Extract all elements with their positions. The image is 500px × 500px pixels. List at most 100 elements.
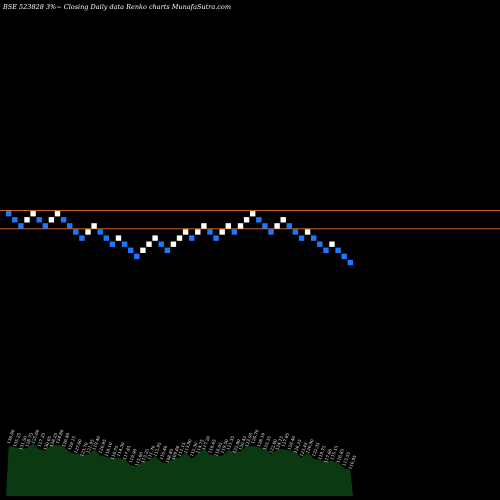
renko-brick [109, 241, 116, 247]
renko-brick [182, 229, 189, 235]
renko-brick [67, 223, 73, 229]
price-label: 114.75 [195, 438, 205, 454]
renko-brick [103, 235, 109, 241]
renko-brick [6, 211, 12, 217]
renko-brick [91, 223, 97, 229]
price-label: 126.25 [293, 438, 303, 454]
price-label: 109.60 [171, 445, 181, 461]
price-label: 129.15 [67, 435, 77, 451]
renko-brick [176, 235, 183, 241]
renko-brick [213, 235, 219, 241]
renko-brick [250, 211, 256, 217]
price-label: 114.30 [116, 441, 126, 457]
price-label: 128.10 [256, 432, 266, 448]
price-label: 112.30 [189, 441, 199, 457]
price-label: 117.60 [323, 448, 333, 464]
renko-brick [304, 229, 311, 235]
renko-brick [262, 223, 268, 229]
renko-brick [158, 241, 164, 247]
price-label: 117.20 [201, 435, 211, 451]
renko-brick [170, 241, 177, 247]
price-label: 129.40 [287, 435, 297, 451]
price-label: 130.05 [43, 435, 53, 451]
renko-brick [317, 241, 323, 247]
price-label: 115.15 [329, 445, 339, 461]
price-label: 122.35 [311, 441, 321, 457]
renko-brick [256, 217, 262, 223]
renko-brick [54, 211, 61, 217]
renko-brick [207, 229, 213, 235]
renko-brick [274, 223, 280, 229]
price-label: 118.10 [104, 441, 114, 457]
price-label: 113.55 [341, 451, 351, 467]
price-label: 119.75 [317, 445, 327, 461]
renko-brick [30, 211, 36, 217]
renko-brick [280, 217, 286, 223]
renko-brick [36, 217, 42, 223]
price-label: 135.25 [12, 432, 22, 448]
price-label: 120.90 [305, 438, 315, 454]
price-label: 119.90 [128, 448, 138, 464]
renko-brick [292, 229, 299, 235]
renko-brick [231, 229, 238, 235]
price-label: 112.95 [152, 441, 162, 457]
price-label: 121.95 [85, 438, 95, 454]
price-label: 119.40 [91, 435, 101, 451]
renko-brick [237, 223, 244, 229]
price-label: 127.35 [36, 432, 46, 448]
renko-brick [268, 229, 274, 235]
renko-brick [121, 241, 128, 247]
renko-brick [347, 259, 353, 266]
renko-brick [18, 223, 24, 229]
renko-brick [79, 235, 85, 241]
renko-brick [195, 229, 201, 235]
price-label: 121.35 [226, 435, 236, 451]
renko-brick [164, 247, 170, 253]
price-label: 113.25 [140, 448, 150, 464]
price-label: 126.40 [61, 432, 71, 448]
renko-brick [335, 247, 341, 253]
price-label: 123.45 [299, 441, 309, 457]
price-label: 115.60 [134, 451, 144, 467]
price-label: 136.90 [6, 429, 16, 445]
renko-brick [323, 247, 329, 253]
renko-brick [243, 217, 250, 223]
reference-lines [0, 210, 500, 230]
price-labels: 136.90135.25131.50128.75125.60127.35130.… [6, 429, 357, 470]
price-label: 127.60 [73, 438, 83, 454]
price-label: 110.95 [348, 454, 358, 470]
price-label: 124.80 [55, 429, 65, 445]
price-label: 122.80 [232, 438, 242, 454]
renko-brick [12, 217, 18, 223]
renko-brick [140, 247, 146, 253]
price-label: 111.15 [177, 441, 187, 457]
price-label: 123.95 [244, 432, 254, 448]
renko-brick [219, 229, 225, 235]
renko-brick [85, 229, 91, 235]
price-label: 110.40 [158, 445, 168, 461]
price-label: 125.35 [262, 435, 272, 451]
price-label: 116.05 [213, 441, 223, 457]
renko-brick [225, 223, 231, 229]
price-label: 120.85 [97, 438, 107, 454]
renko-brick [24, 217, 30, 223]
price-label: 131.50 [18, 435, 28, 451]
renko-brick [134, 253, 140, 260]
renko-brick [115, 235, 122, 241]
renko-brick [73, 229, 79, 235]
renko-brick [42, 223, 48, 229]
renko-bricks [6, 211, 353, 266]
price-label: 113.80 [183, 438, 193, 454]
renko-brick [152, 235, 158, 241]
renko-brick [298, 235, 305, 241]
renko-brick [286, 223, 292, 229]
price-label: 108.85 [165, 448, 175, 464]
renko-brick [146, 241, 152, 247]
chart-header: BSE 523828 3%~ Closing Daily data Renko … [2, 3, 231, 11]
volume-shape [6, 443, 353, 496]
renko-brick [311, 235, 317, 241]
renko-brick [201, 223, 207, 229]
renko-brick [48, 217, 55, 223]
renko-brick [329, 241, 335, 247]
